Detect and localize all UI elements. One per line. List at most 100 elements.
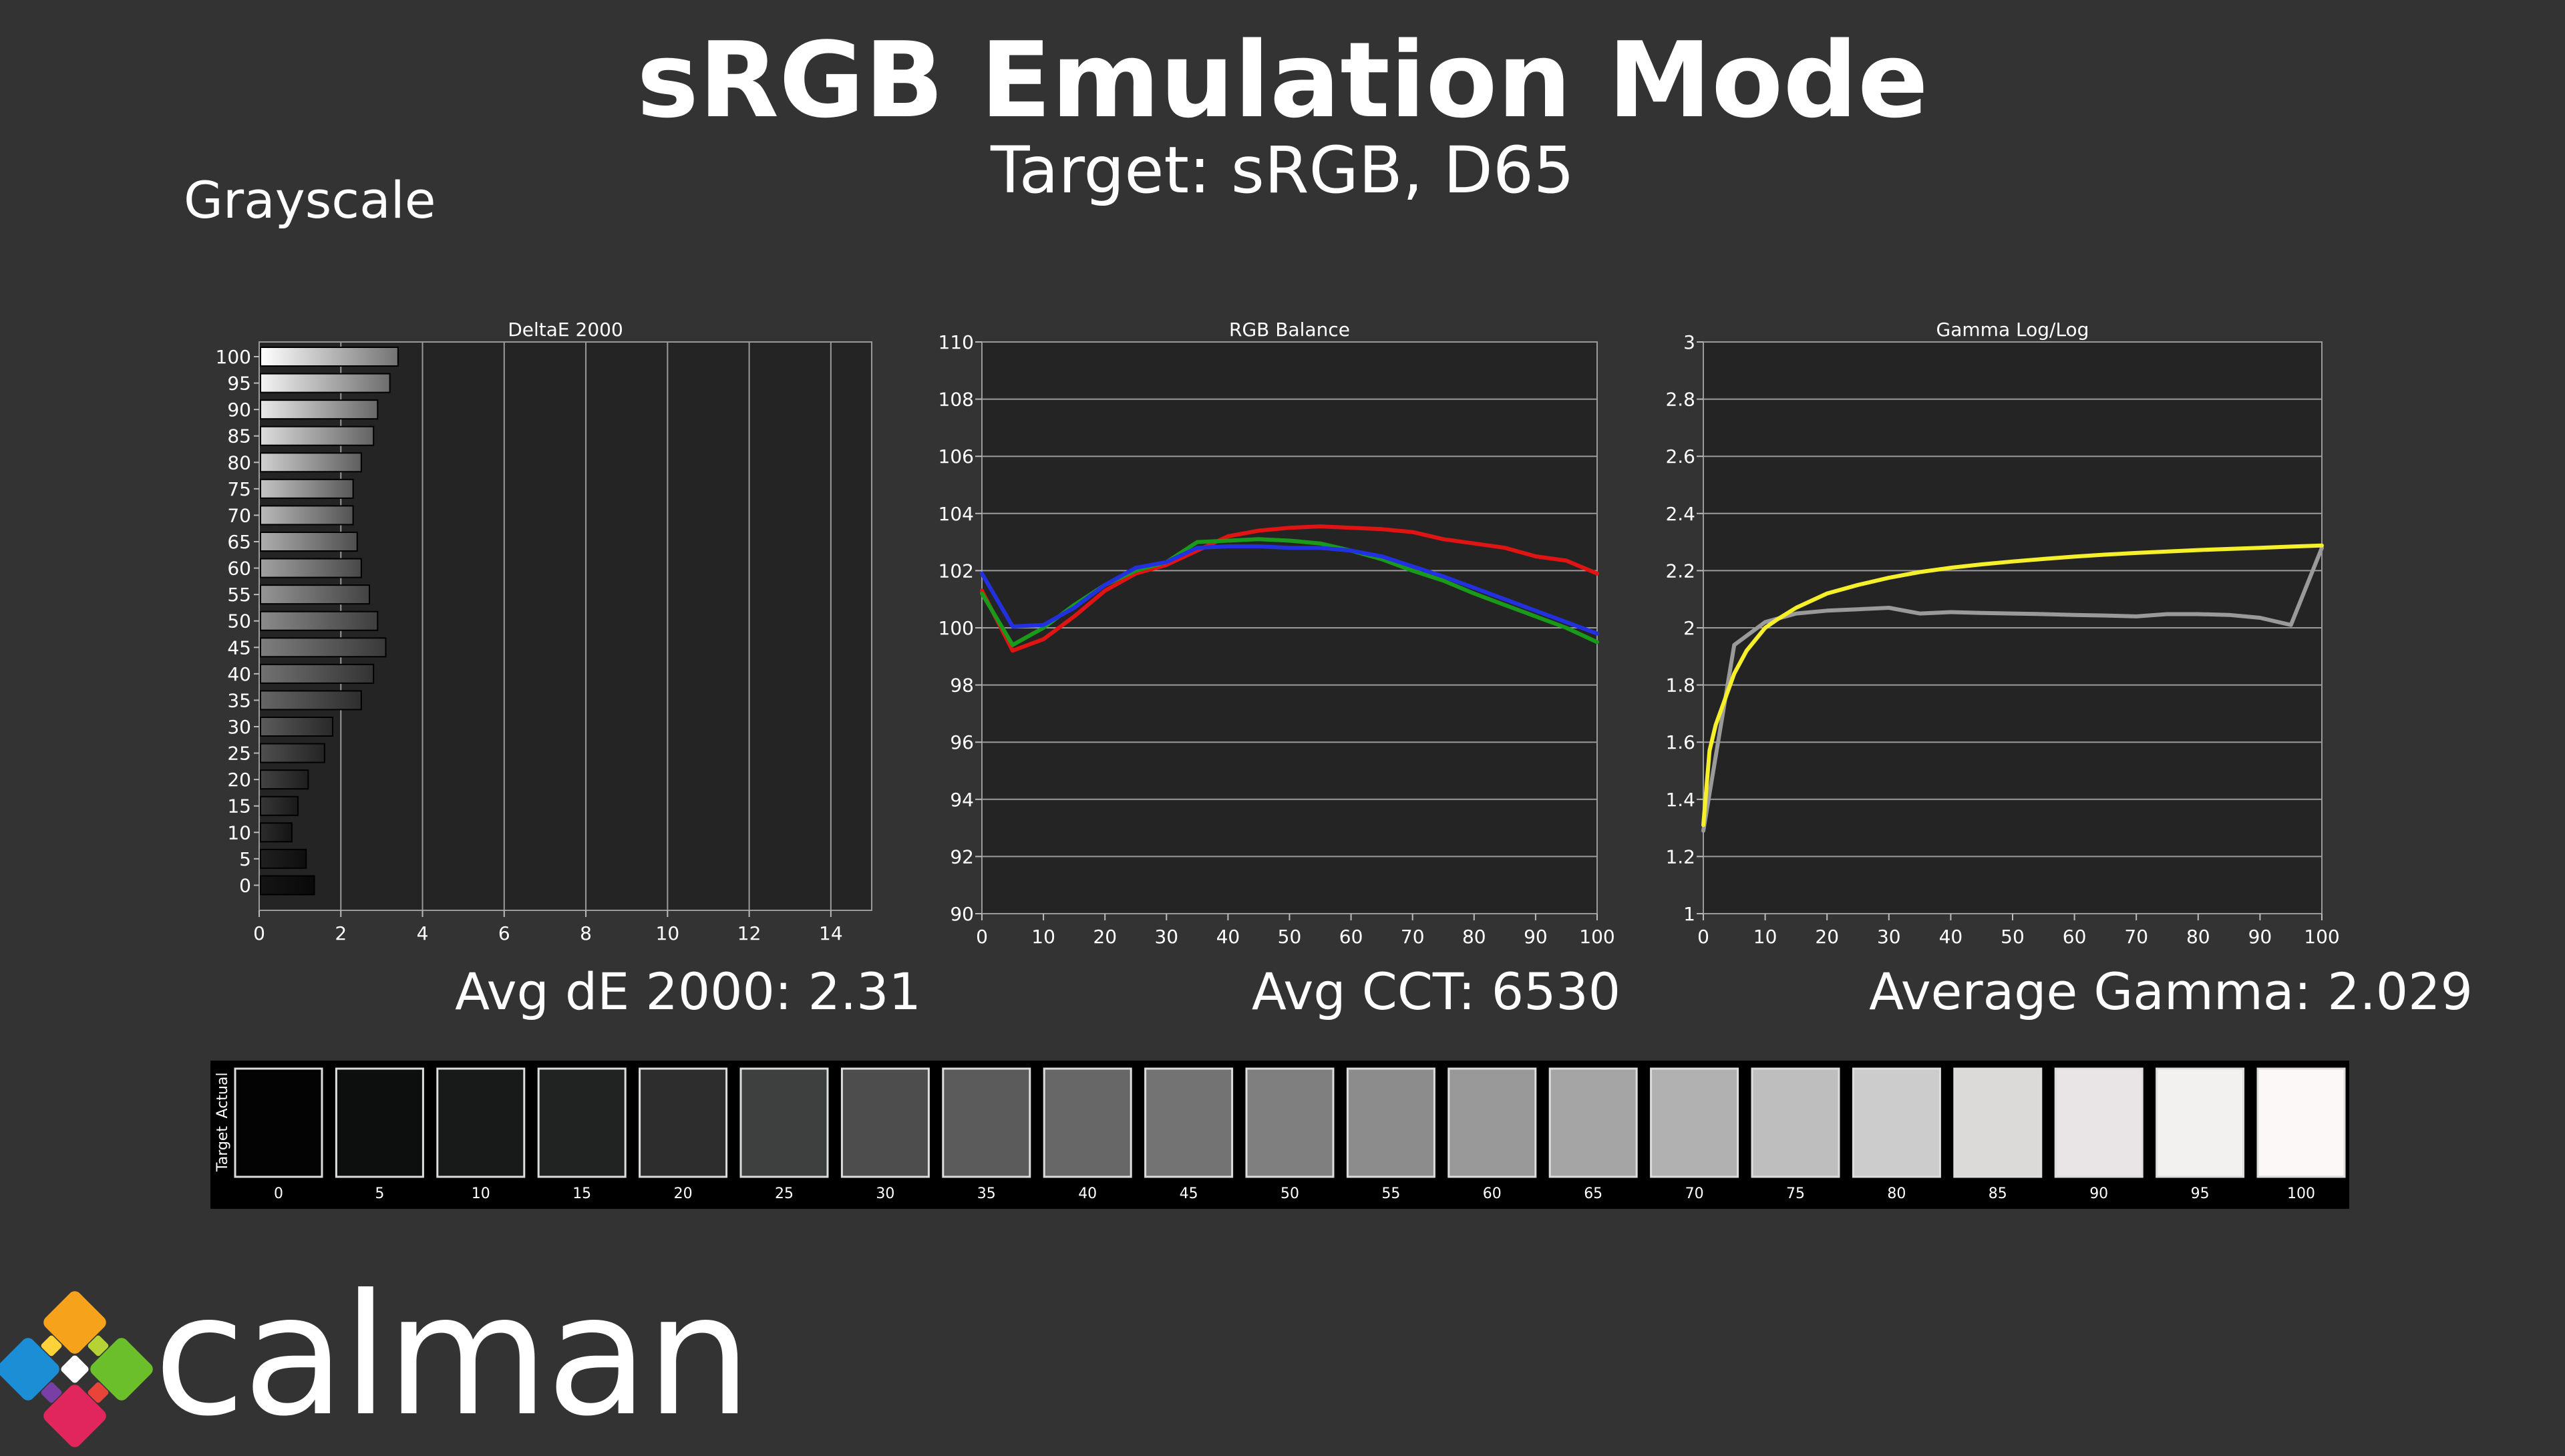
swatch [1953, 1067, 2043, 1178]
swatch-label: 85 [1989, 1186, 2007, 1202]
swatch [1245, 1067, 1335, 1178]
rgb-y-tick-label: 108 [938, 389, 974, 411]
rgb-y-tick-label: 90 [950, 903, 974, 925]
swatch [942, 1067, 1031, 1178]
rgb-x-tick-label: 70 [1401, 926, 1425, 948]
deltae-bar [260, 769, 309, 790]
gamma-x-tick-label: 70 [2124, 926, 2148, 948]
gamma-y-tick-label: 2.6 [1665, 445, 1695, 468]
deltae-y-tick-label: 50 [227, 610, 251, 632]
gamma-x-tick-label: 20 [1815, 926, 1839, 948]
swatch-label: 40 [1078, 1186, 1097, 1202]
gamma-y-tick-label: 1.2 [1665, 846, 1695, 868]
swatch [1548, 1067, 1638, 1178]
deltae-bar [260, 558, 362, 578]
deltae-x-tick-label: 8 [580, 922, 592, 944]
swatch-strip-graphic: 0 5 10 15 20 25 30 35 40 45 50 55 60 65 70 75 80 85 90 95 10… [214, 1067, 2346, 1202]
deltae-y-tick-label: 95 [227, 373, 251, 395]
rgb-y-tick-label: 92 [950, 846, 974, 868]
deltae-y-tick-label: 80 [227, 451, 251, 474]
rgb-chart-title: RGB Balance [1229, 319, 1350, 341]
gamma-y-tick-label: 2.8 [1665, 389, 1695, 411]
gamma-y-tick-label: 2 [1683, 617, 1695, 639]
deltae-y-tick-label: 15 [227, 795, 251, 817]
deltae-x-tick-label: 6 [498, 922, 510, 944]
deltae-x-tick-label: 4 [417, 922, 429, 944]
grayscale-swatch-strip: 0 5 10 15 20 25 30 35 40 45 50 55 60 65 70 75 80 85 90 95 10… [210, 1061, 2349, 1209]
gamma-chart-title: Gamma Log/Log [1936, 319, 2089, 341]
swatch [840, 1067, 930, 1178]
rgb-x-tick-label: 80 [1462, 926, 1486, 948]
deltae-x-tick-label: 2 [335, 922, 347, 944]
swatch-label: 20 [674, 1186, 693, 1202]
deltae-bar [260, 425, 375, 446]
swatch-row-label-actual: Actual [214, 1073, 231, 1119]
gamma-x-tick-label: 80 [2186, 926, 2210, 948]
deltae-y-tick-label: 90 [227, 399, 251, 421]
deltae-bar [260, 610, 379, 631]
rgb-y-tick-label: 102 [938, 560, 974, 582]
deltae-y-tick-label: 35 [227, 689, 251, 711]
rgb-x-tick-label: 50 [1278, 926, 1302, 948]
swatch-label: 65 [1584, 1186, 1602, 1202]
gamma-y-tick-label: 3 [1683, 331, 1695, 353]
deltae-bar [260, 478, 354, 499]
swatch [1346, 1067, 1435, 1178]
gamma-x-tick-label: 40 [1939, 926, 1963, 948]
rgb-y-tick-label: 100 [938, 617, 974, 639]
rgb-x-tick-label: 60 [1339, 926, 1363, 948]
avg-gamma-stat: Average Gamma: 2.029 [1869, 962, 2473, 1021]
swatch-label: 60 [1483, 1186, 1502, 1202]
deltae-x-tick-label: 14 [819, 922, 843, 944]
gamma-y-tick-label: 1.8 [1665, 675, 1695, 697]
gamma-x-tick-label: 90 [2248, 926, 2272, 948]
swatch [2256, 1067, 2346, 1178]
gamma-chart: Gamma Log/Log 1 1.2 1.4 1.6 1.8 2 2.2 2.4 2.6 2.8 3… [1665, 319, 2339, 948]
gamma-y-tick-label: 2.2 [1665, 560, 1695, 582]
swatch-label: 0 [274, 1186, 283, 1202]
gamma-x-tick-label: 50 [2001, 926, 2025, 948]
deltae-x-tick-label: 10 [656, 922, 680, 944]
rgb-y-tick-label: 94 [950, 789, 974, 811]
swatch [537, 1067, 627, 1178]
deltae-bar [260, 663, 375, 684]
swatch-label: 15 [572, 1186, 591, 1202]
gamma-y-tick-label: 1 [1683, 903, 1695, 925]
rgb-y-tick-label: 98 [950, 675, 974, 697]
swatch [335, 1067, 424, 1178]
gamma-x-tick-label: 100 [2304, 926, 2339, 948]
swatch [436, 1067, 526, 1178]
rgb-series-line [980, 524, 1599, 653]
gamma-x-tick-label: 10 [1753, 926, 1777, 948]
swatch-label: 90 [2089, 1186, 2108, 1202]
deltae-y-tick-label: 20 [227, 769, 251, 791]
gamma-y-tick-label: 1.4 [1665, 789, 1695, 811]
rgb-x-tick-label: 30 [1154, 926, 1178, 948]
deltae-y-tick-label: 10 [227, 822, 251, 844]
deltae-y-tick-label: 70 [227, 504, 251, 526]
deltae-bar [260, 690, 362, 711]
calman-logo-text: calman [154, 1258, 751, 1453]
deltae-y-tick-label: 100 [216, 346, 251, 368]
deltae-x-tick-label: 0 [253, 922, 265, 944]
deltae-bar [260, 743, 325, 763]
swatch-label: 55 [1381, 1186, 1400, 1202]
gamma-y-tick-label: 1.6 [1665, 731, 1695, 753]
swatch-label: 80 [1887, 1186, 1906, 1202]
rgb-y-tick-label: 106 [938, 445, 974, 468]
section-label: Grayscale [184, 170, 436, 230]
deltae-x-tick-label: 12 [737, 922, 761, 944]
swatch [1043, 1067, 1132, 1178]
deltae-y-tick-label: 30 [227, 716, 251, 738]
swatch-label: 75 [1786, 1186, 1805, 1202]
swatch-label: 50 [1280, 1186, 1299, 1202]
swatch-label: 5 [375, 1186, 384, 1202]
gamma-x-tick-label: 0 [1697, 926, 1709, 948]
rgb-x-tick-label: 0 [976, 926, 988, 948]
rgb-x-tick-label: 10 [1031, 926, 1055, 948]
deltae-y-tick-label: 45 [227, 636, 251, 659]
rgb-y-tick-label: 110 [938, 331, 974, 353]
rgb-series-line [980, 544, 1599, 636]
